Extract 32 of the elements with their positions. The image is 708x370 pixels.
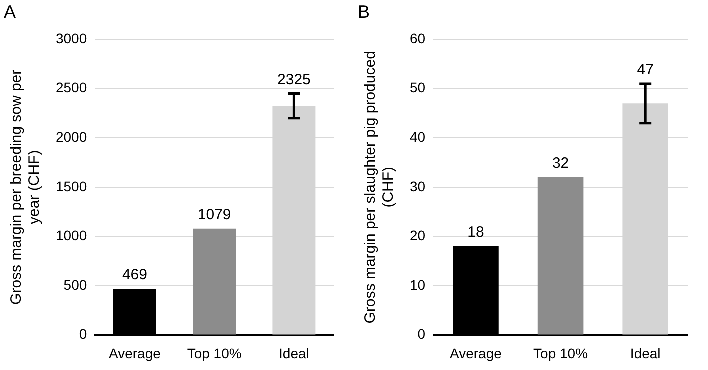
data-label: 18 xyxy=(468,224,484,242)
data-label: 469 xyxy=(122,266,148,284)
y-tick-label: 0 xyxy=(79,326,88,342)
data-label: 47 xyxy=(637,62,654,79)
x-tick-label: Average xyxy=(450,345,502,362)
y-tick-label: 50 xyxy=(410,80,426,96)
x-tick-label: Top 10% xyxy=(534,345,588,362)
y-tick-label: 40 xyxy=(410,128,426,145)
bar xyxy=(193,228,236,335)
x-tick-label: Average xyxy=(109,345,162,362)
y-axis-title: Gross margin per breeding sow per year (CHF) xyxy=(8,70,44,305)
y-tick-label: 20 xyxy=(410,228,426,244)
chart-title: A xyxy=(4,2,16,22)
y-tick-label: 60 xyxy=(410,30,426,46)
data-label: 32 xyxy=(552,155,570,172)
y-tick-label: 30 xyxy=(410,178,426,194)
y-tick-label: 1500 xyxy=(56,178,88,194)
y-tick-label: 2500 xyxy=(56,80,88,96)
y-tick-label: 10 xyxy=(410,276,426,293)
y-axis-title: Gross margin per slaughter pig produced (CHF) xyxy=(362,51,398,324)
y-tick-label: 3000 xyxy=(56,30,88,46)
x-tick-label: Ideal xyxy=(279,345,310,362)
y-tick-label: 0 xyxy=(418,326,426,342)
y-tick-label: 500 xyxy=(64,276,88,293)
y-tick-label: 1000 xyxy=(56,228,88,244)
data-label: 1079 xyxy=(198,206,232,224)
y-tick-label: 2000 xyxy=(56,128,88,145)
chart-title: B xyxy=(358,2,370,22)
x-tick-label: Ideal xyxy=(630,345,661,362)
x-tick-label: Top 10% xyxy=(187,345,242,362)
data-label: 2325 xyxy=(278,71,311,88)
bar xyxy=(538,178,584,335)
